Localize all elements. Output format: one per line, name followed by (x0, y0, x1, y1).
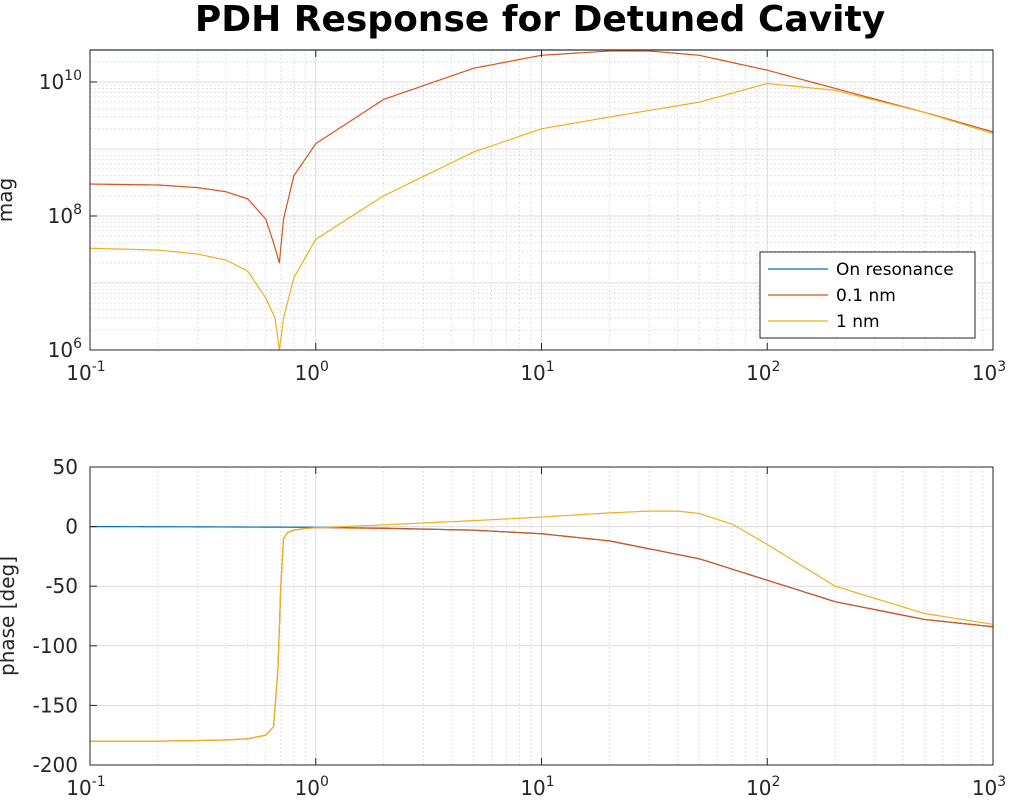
x-tick-base: 10 (520, 776, 545, 800)
x-tick-exp: 3 (997, 774, 1006, 790)
x-tick-exp: 1 (546, 774, 555, 790)
x-tick-base: 10 (66, 361, 91, 385)
y-tick-label: -50 (45, 574, 78, 598)
y-tick-label: -200 (33, 753, 78, 777)
y-tick-label: -150 (33, 693, 78, 717)
x-tick-base: 10 (520, 361, 545, 385)
x-tick-base: 10 (295, 776, 320, 800)
legend-entry-label: On resonance (836, 260, 954, 280)
x-tick-label: 103 (972, 359, 1006, 385)
x-tick-base: 10 (66, 776, 91, 800)
legend-entry-label: 0.1 nm (836, 286, 896, 306)
series-line-1 (90, 50, 993, 264)
y-tick-base: 10 (48, 338, 73, 362)
x-tick-label: 103 (972, 774, 1006, 800)
x-tick-label: 100 (295, 774, 329, 800)
phase-panel: 10-1 100 101 102 103500-50-100-150-200phase … (0, 455, 1006, 800)
x-tick-base: 10 (972, 776, 997, 800)
y-tick-label: 0 (65, 515, 78, 539)
y-tick-base: 10 (39, 70, 64, 94)
x-tick-label-text: 10-1 (66, 774, 105, 800)
x-tick-label: 10-1 (66, 774, 105, 800)
x-tick-exp: 3 (997, 359, 1006, 375)
x-tick-label-text: 100 (295, 774, 329, 800)
y-tick-exp: 10 (64, 68, 82, 84)
legend-entry-label: 1 nm (836, 312, 880, 332)
x-tick-label: 10-1 (66, 359, 105, 385)
y-axis-label: mag (0, 178, 17, 222)
x-tick-exp: 0 (320, 359, 329, 375)
y-tick-label: -100 (33, 634, 78, 658)
x-tick-base: 10 (972, 361, 997, 385)
x-tick-base: 10 (746, 361, 771, 385)
y-tick-label: 50 (53, 455, 78, 479)
x-tick-base: 10 (295, 361, 320, 385)
x-tick-exp: -1 (92, 774, 106, 790)
x-tick-label-text: 101 (520, 774, 554, 800)
x-tick-label: 102 (746, 359, 780, 385)
y-axis-label: phase [deg] (0, 556, 19, 676)
series-line-2 (90, 82, 993, 351)
series-lines (90, 510, 993, 742)
x-tick-label: 102 (746, 774, 780, 800)
y-tick-exp: 6 (73, 336, 82, 352)
x-tick-label-text: 10-1 (66, 359, 105, 385)
x-tick-label-text: 103 (972, 359, 1006, 385)
x-tick-exp: 0 (320, 774, 329, 790)
legend: On resonance 0.1 nm 1 nm (759, 251, 976, 339)
x-tick-label: 100 (295, 359, 329, 385)
x-tick-label: 101 (520, 359, 554, 385)
x-tick-label-text: 101 (520, 359, 554, 385)
x-tick-exp: 2 (772, 774, 781, 790)
series-line-2 (90, 510, 993, 742)
y-tick-label: 1010 (39, 68, 82, 94)
x-tick-label: 101 (520, 774, 554, 800)
x-tick-base: 10 (746, 776, 771, 800)
x-tick-label-text: 102 (746, 774, 780, 800)
x-tick-label-text: 102 (746, 359, 780, 385)
x-tick-exp: -1 (92, 359, 106, 375)
y-tick-label: 108 (48, 202, 82, 228)
y-tick-base: 10 (48, 204, 73, 228)
y-tick-label: 106 (48, 336, 82, 362)
x-tick-exp: 1 (546, 359, 555, 375)
chart-title: PDH Response for Detuned Cavity (195, 0, 885, 40)
x-tick-exp: 2 (772, 359, 781, 375)
y-tick-exp: 8 (73, 202, 82, 218)
x-tick-label-text: 100 (295, 359, 329, 385)
x-tick-label-text: 103 (972, 774, 1006, 800)
